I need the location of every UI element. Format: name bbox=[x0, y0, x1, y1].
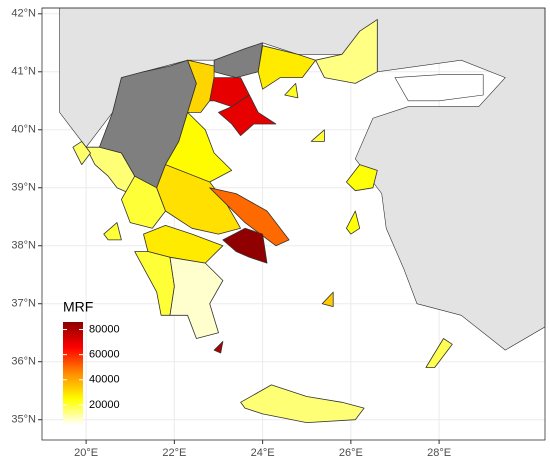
y-tick-label: 41°N bbox=[11, 66, 36, 78]
panel-border bbox=[41, 7, 546, 441]
x-tick-label: 20°E bbox=[74, 447, 98, 459]
region bbox=[345, 164, 378, 192]
region bbox=[425, 338, 453, 368]
legend-label: 20000 bbox=[89, 399, 120, 411]
x-tick-label: 26°E bbox=[339, 447, 363, 459]
y-tick-label: 37°N bbox=[11, 298, 36, 310]
legend-title: MRF bbox=[63, 299, 93, 315]
x-tick-label: 22°E bbox=[162, 447, 186, 459]
region bbox=[213, 340, 224, 354]
y-tick-label: 36°N bbox=[11, 356, 36, 368]
sea-of-marmara bbox=[394, 74, 484, 102]
region bbox=[345, 210, 361, 235]
legend-label: 60000 bbox=[89, 349, 120, 361]
y-tick-label: 38°N bbox=[11, 240, 36, 252]
region bbox=[209, 187, 290, 247]
region bbox=[310, 129, 325, 142]
region bbox=[72, 140, 91, 166]
colorbar bbox=[63, 322, 83, 425]
x-tick-label: 24°E bbox=[251, 447, 275, 459]
region bbox=[187, 59, 215, 113]
region bbox=[240, 384, 365, 424]
region bbox=[284, 83, 299, 99]
region bbox=[321, 291, 334, 308]
region bbox=[315, 19, 378, 84]
region bbox=[222, 227, 268, 264]
region bbox=[156, 164, 242, 235]
region bbox=[169, 256, 224, 339]
y-tick-label: 39°N bbox=[11, 182, 36, 194]
x-tick-label: 28°E bbox=[427, 447, 451, 459]
y-tick-label: 42°N bbox=[11, 8, 36, 20]
region bbox=[257, 45, 317, 90]
legend-label: 40000 bbox=[89, 374, 120, 386]
region bbox=[103, 222, 122, 241]
region bbox=[218, 94, 277, 137]
legend-label: 80000 bbox=[89, 323, 120, 335]
y-tick-label: 35°N bbox=[11, 414, 36, 426]
y-tick-label: 40°N bbox=[11, 124, 36, 136]
